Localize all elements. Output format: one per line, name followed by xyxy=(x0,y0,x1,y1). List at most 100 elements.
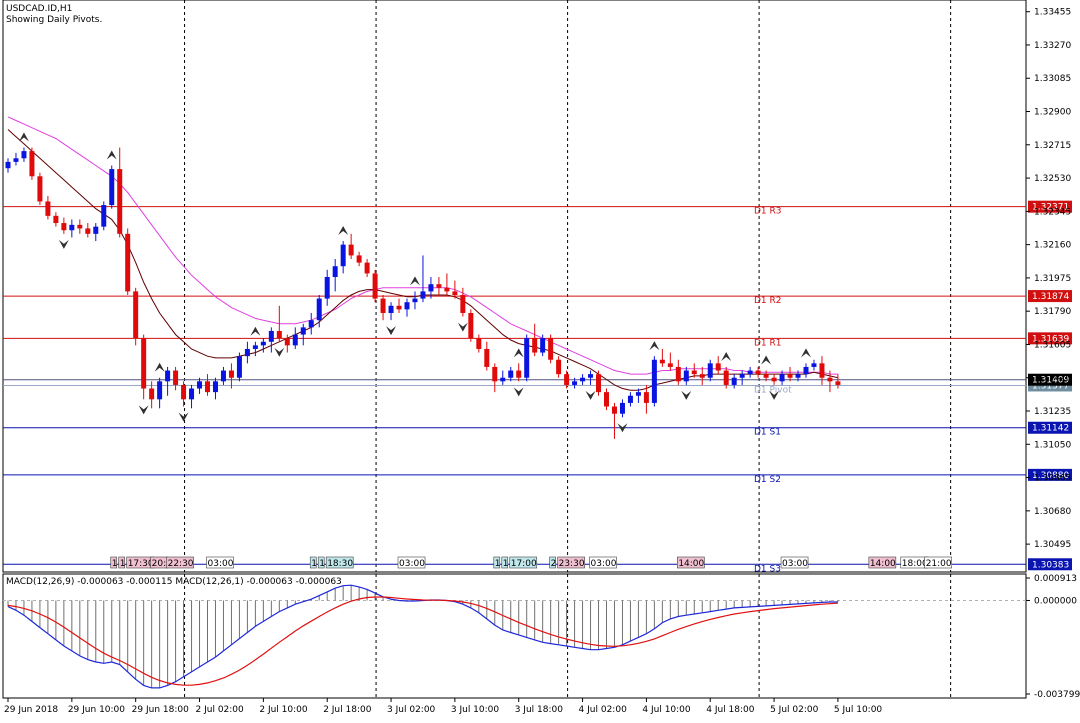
candle-body[interactable] xyxy=(5,161,11,169)
candle-body[interactable] xyxy=(332,266,338,278)
candle-body[interactable] xyxy=(548,338,554,360)
candle-body[interactable] xyxy=(803,366,809,375)
candle-body[interactable] xyxy=(165,370,171,382)
candle-body[interactable] xyxy=(476,338,482,349)
candle-body[interactable] xyxy=(220,370,226,382)
candle-body[interactable] xyxy=(715,363,721,371)
candle-body[interactable] xyxy=(412,298,418,303)
candle-body[interactable] xyxy=(268,330,274,342)
candle-body[interactable] xyxy=(348,244,354,256)
candle-body[interactable] xyxy=(755,370,761,375)
candle-body[interactable] xyxy=(292,334,298,346)
candle-body[interactable] xyxy=(604,392,609,407)
candle-body[interactable] xyxy=(827,377,833,382)
candle-body[interactable] xyxy=(13,158,19,162)
candle-body[interactable] xyxy=(404,302,410,310)
candle-body[interactable] xyxy=(611,406,617,414)
candle-body[interactable] xyxy=(133,291,139,339)
candle-body[interactable] xyxy=(340,244,346,267)
candle-body[interactable] xyxy=(492,366,498,382)
candle-body[interactable] xyxy=(643,392,649,403)
candle-body[interactable] xyxy=(364,262,370,274)
candle-body[interactable] xyxy=(252,345,258,349)
candle-body[interactable] xyxy=(173,370,179,385)
candle-body[interactable] xyxy=(723,370,729,385)
candle-body[interactable] xyxy=(500,377,506,382)
candle-body[interactable] xyxy=(69,224,75,231)
candle-body[interactable] xyxy=(707,363,713,378)
candle-body[interactable] xyxy=(795,374,801,378)
candle-body[interactable] xyxy=(556,359,562,375)
candle-body[interactable] xyxy=(484,348,490,367)
candle-body[interactable] xyxy=(739,374,745,378)
candle-body[interactable] xyxy=(763,374,769,378)
candle-body[interactable] xyxy=(316,298,322,321)
candlesticks[interactable] xyxy=(5,147,841,439)
candle-body[interactable] xyxy=(787,374,793,378)
candle-body[interactable] xyxy=(540,338,546,353)
candle-body[interactable] xyxy=(596,374,602,393)
candle-body[interactable] xyxy=(181,384,187,400)
candle-body[interactable] xyxy=(396,305,402,310)
candle-body[interactable] xyxy=(532,338,538,353)
candle-body[interactable] xyxy=(125,233,131,292)
macd-indicator[interactable] xyxy=(3,584,1026,689)
candle-body[interactable] xyxy=(659,359,665,364)
candle-body[interactable] xyxy=(627,395,633,403)
candle-body[interactable] xyxy=(45,201,51,216)
candle-body[interactable] xyxy=(580,377,586,382)
candle-body[interactable] xyxy=(564,374,570,385)
candle-body[interactable] xyxy=(228,370,234,378)
candle-body[interactable] xyxy=(771,377,777,382)
candle-body[interactable] xyxy=(731,377,737,385)
candle-body[interactable] xyxy=(29,151,35,177)
candle-body[interactable] xyxy=(635,392,641,396)
candle-body[interactable] xyxy=(276,330,282,339)
candle-body[interactable] xyxy=(468,312,474,339)
candle-body[interactable] xyxy=(651,359,657,403)
candle-body[interactable] xyxy=(675,366,681,382)
candle-body[interactable] xyxy=(77,224,83,229)
candle-body[interactable] xyxy=(244,348,250,357)
candle-body[interactable] xyxy=(779,374,785,382)
candle-body[interactable] xyxy=(236,356,242,378)
candle-body[interactable] xyxy=(747,370,753,375)
candle-body[interactable] xyxy=(212,381,218,393)
candle-body[interactable] xyxy=(117,169,123,234)
candle-body[interactable] xyxy=(93,226,99,234)
candle-body[interactable] xyxy=(101,205,107,227)
candle-body[interactable] xyxy=(380,298,386,313)
candle-body[interactable] xyxy=(37,176,43,202)
candle-body[interactable] xyxy=(667,363,673,367)
candle-body[interactable] xyxy=(157,381,163,400)
candle-body[interactable] xyxy=(436,284,442,288)
candle-body[interactable] xyxy=(300,327,306,335)
candle-body[interactable] xyxy=(524,338,530,378)
candle-body[interactable] xyxy=(619,402,625,414)
candle-body[interactable] xyxy=(835,381,841,385)
candle-body[interactable] xyxy=(85,228,91,234)
candle-body[interactable] xyxy=(588,374,594,378)
candle-body[interactable] xyxy=(205,381,210,393)
candle-body[interactable] xyxy=(811,363,817,367)
candle-body[interactable] xyxy=(53,215,59,224)
candle-body[interactable] xyxy=(109,169,115,206)
candle-body[interactable] xyxy=(149,388,155,400)
candle-body[interactable] xyxy=(691,370,697,375)
candle-body[interactable] xyxy=(428,284,434,292)
candle-body[interactable] xyxy=(516,370,522,378)
candle-body[interactable] xyxy=(572,381,578,385)
candle-body[interactable] xyxy=(141,338,147,389)
candle-body[interactable] xyxy=(388,305,394,313)
candle-body[interactable] xyxy=(308,320,314,328)
candle-body[interactable] xyxy=(508,370,514,378)
candle-body[interactable] xyxy=(460,294,466,313)
candle-body[interactable] xyxy=(819,363,825,378)
candle-body[interactable] xyxy=(372,273,378,299)
candle-body[interactable] xyxy=(197,381,203,389)
candle-body[interactable] xyxy=(699,374,705,378)
candle-body[interactable] xyxy=(260,341,266,346)
candle-body[interactable] xyxy=(452,291,458,295)
